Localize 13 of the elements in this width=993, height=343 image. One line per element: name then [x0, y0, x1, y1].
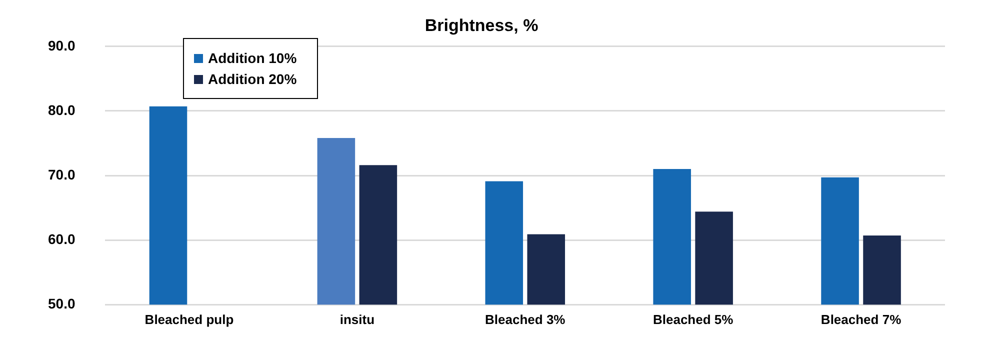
x-tick-label: insitu — [340, 312, 375, 327]
y-tick-label: 60.0 — [48, 230, 76, 247]
x-tick-label: Bleached 3% — [485, 312, 566, 327]
y-tick-label: 50.0 — [48, 295, 76, 312]
y-tick-label: 80.0 — [48, 102, 76, 118]
x-tick-label: Bleached 5% — [652, 312, 734, 327]
y-tick-label: 70.0 — [48, 166, 76, 182]
legend-label: Addition 20% — [208, 71, 297, 87]
x-tick-label: Bleached pulp — [144, 312, 234, 327]
chart-title: Brightness, % — [424, 16, 538, 35]
y-tick-label: 90.0 — [48, 37, 76, 54]
x-tick-label: Bleached 7% — [820, 312, 902, 327]
legend-label: Addition 10% — [208, 50, 297, 66]
